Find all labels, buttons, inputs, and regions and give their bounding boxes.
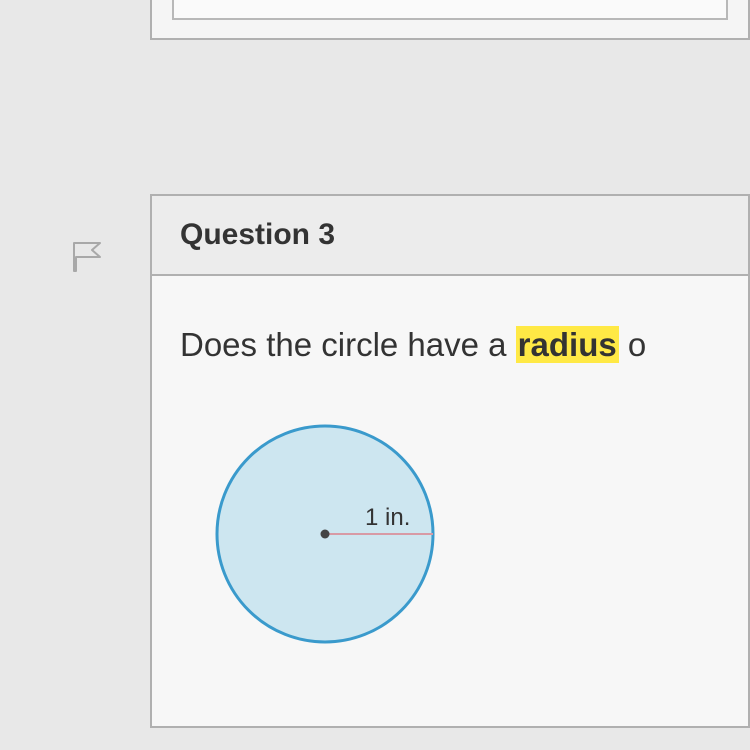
prompt-prefix: Does the circle have a [180,326,516,363]
circle-diagram: 1 in. [210,419,720,654]
page-container: Question 3 Does the circle have a radius… [0,0,750,728]
radius-label: 1 in. [365,504,410,531]
previous-question-card-bottom [150,0,750,40]
question-number: Question 3 [180,218,720,252]
question-header: Question 3 [152,196,748,276]
question-card: Question 3 Does the circle have a radius… [150,194,750,728]
question-prompt: Does the circle have a radius o [180,326,720,364]
question-body: Does the circle have a radius o 1 in. [152,276,748,726]
previous-question-inner-border [172,0,728,20]
card-gap [50,44,750,194]
prompt-highlight: radius [516,326,619,363]
prompt-suffix: o [619,326,647,363]
center-dot [321,530,330,539]
flag-icon[interactable] [68,237,108,277]
